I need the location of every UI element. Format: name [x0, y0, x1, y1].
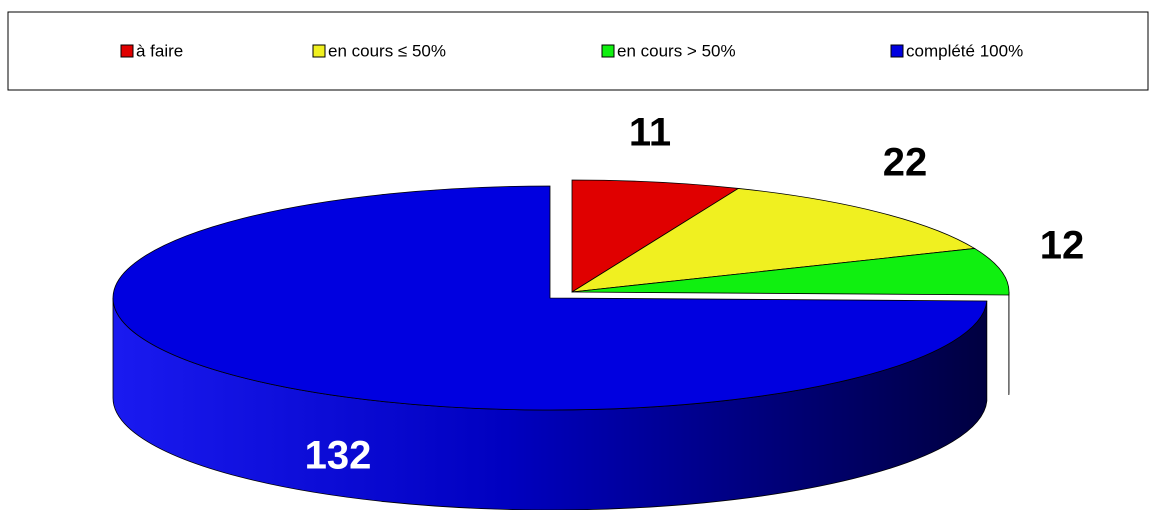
slice-top — [112, 185, 988, 411]
legend-box — [7, 11, 1149, 91]
pie-slice — [571, 179, 740, 293]
legend-label: complété 100% — [906, 41, 1023, 60]
legend-swatch — [601, 44, 615, 58]
slice-top — [571, 248, 1010, 296]
slice-top — [571, 179, 740, 293]
data-label: 11 — [629, 111, 671, 155]
pie-slice — [571, 248, 1010, 396]
data-label: 22 — [883, 141, 928, 185]
pie-slice — [112, 185, 988, 510]
legend-swatch — [120, 44, 134, 58]
slice-top — [571, 188, 976, 293]
data-label: 12 — [1040, 224, 1085, 268]
data-label: 132 — [305, 434, 372, 478]
legend-label: en cours > 50% — [617, 41, 736, 60]
legend-label: en cours ≤ 50% — [328, 41, 446, 60]
legend-swatch — [890, 44, 904, 58]
legend-swatch — [312, 44, 326, 58]
pie-slice — [571, 188, 976, 293]
legend-label: à faire — [136, 41, 183, 60]
